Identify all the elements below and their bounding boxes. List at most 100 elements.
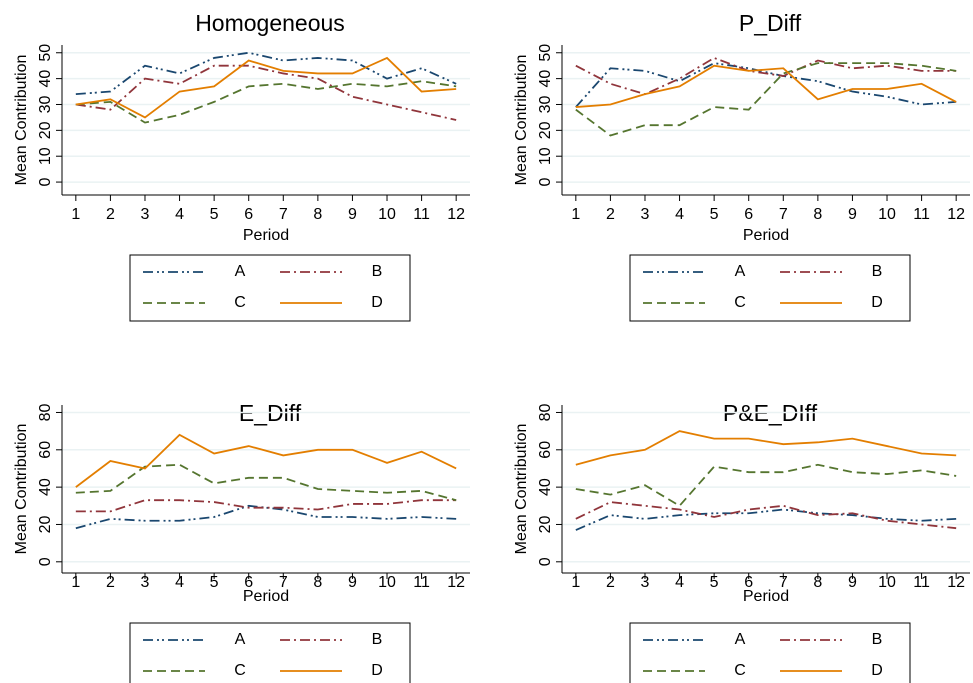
x-tick-label: 9	[348, 206, 357, 223]
legend-label: B	[372, 263, 383, 280]
x-tick-label: 4	[675, 206, 684, 223]
x-tick-label: 8	[813, 574, 822, 591]
x-tick-label: 11	[413, 206, 430, 223]
y-tick-label: 20	[537, 121, 554, 139]
chart-title: Homogeneous	[195, 10, 345, 36]
y-tick-label: 0	[37, 557, 54, 566]
series-line	[575, 64, 957, 108]
series-line	[575, 430, 957, 466]
legend-label: A	[735, 263, 746, 280]
x-tick-label: 2	[106, 206, 115, 223]
series-line	[575, 463, 957, 507]
y-tick-label: 60	[37, 441, 54, 459]
y-tick-label: 0	[537, 178, 554, 187]
y-tick-label: 20	[37, 121, 54, 139]
x-tick-label: 1	[571, 206, 580, 223]
x-tick-label: 3	[641, 206, 650, 223]
x-axis-label: Period	[243, 588, 289, 605]
x-tick-label: 12	[947, 574, 965, 591]
x-tick-label: 9	[848, 574, 857, 591]
y-tick-label: 60	[537, 441, 554, 459]
series-line	[75, 433, 457, 488]
x-tick-label: 5	[210, 574, 219, 591]
series-line	[75, 64, 457, 121]
x-tick-label: 2	[606, 574, 615, 591]
x-tick-label: 3	[141, 206, 150, 223]
legend-label: B	[872, 631, 883, 648]
x-tick-label: 5	[710, 206, 719, 223]
x-tick-label: 4	[175, 574, 184, 591]
x-tick-label: 12	[447, 574, 465, 591]
series-line	[75, 504, 457, 530]
series-line	[75, 463, 457, 502]
x-tick-label: 7	[279, 574, 288, 591]
x-tick-label: 11	[913, 206, 930, 223]
legend-label: B	[872, 263, 883, 280]
x-tick-label: 6	[244, 206, 253, 223]
x-tick-label: 6	[744, 206, 753, 223]
y-tick-label: 40	[537, 70, 554, 88]
x-axis-label: Period	[243, 227, 289, 244]
x-tick-label: 12	[447, 206, 465, 223]
y-tick-label: 20	[537, 515, 554, 533]
legend-box	[629, 254, 911, 322]
series-line	[75, 499, 457, 513]
x-tick-label: 7	[779, 574, 788, 591]
y-tick-label: 0	[537, 557, 554, 566]
legend-box	[129, 254, 411, 322]
y-tick-label: 40	[537, 478, 554, 496]
series-line	[575, 501, 957, 530]
legend-label: A	[735, 631, 746, 648]
y-tick-label: 0	[37, 178, 54, 187]
x-tick-label: 3	[141, 574, 150, 591]
x-tick-label: 4	[175, 206, 184, 223]
series-line	[575, 56, 957, 96]
x-tick-label: 11	[913, 574, 930, 591]
x-tick-label: 5	[210, 206, 219, 223]
x-tick-label: 7	[779, 206, 788, 223]
y-tick-label: 80	[37, 403, 54, 421]
x-tick-label: 2	[106, 574, 115, 591]
x-tick-label: 10	[878, 206, 896, 223]
series-line	[75, 51, 457, 96]
x-tick-label: 9	[348, 574, 357, 591]
chart-title: P_Diff	[739, 10, 802, 36]
legend-label: D	[371, 294, 383, 311]
x-tick-label: 3	[641, 574, 650, 591]
legend-box	[129, 622, 411, 683]
legend-label: C	[234, 294, 246, 311]
series-line	[75, 80, 457, 124]
x-tick-label: 10	[878, 574, 896, 591]
x-tick-label: 6	[244, 574, 253, 591]
x-tick-label: 5	[710, 574, 719, 591]
legend-label: C	[734, 294, 746, 311]
y-tick-label: 50	[537, 44, 554, 62]
x-tick-label: 10	[378, 574, 396, 591]
y-axis-label: Mean Contribution	[13, 55, 30, 186]
x-tick-label: 8	[313, 206, 322, 223]
y-axis-label: Mean Contribution	[513, 55, 530, 186]
y-tick-label: 30	[37, 95, 54, 113]
x-tick-label: 6	[744, 574, 753, 591]
x-tick-label: 9	[848, 206, 857, 223]
y-tick-label: 10	[37, 147, 54, 165]
series-line	[575, 62, 957, 137]
y-tick-label: 30	[537, 95, 554, 113]
legend-label: A	[235, 263, 246, 280]
series-line	[75, 56, 457, 119]
x-tick-label: 8	[313, 574, 322, 591]
x-axis-label: Period	[743, 227, 789, 244]
legend-label: B	[372, 631, 383, 648]
x-tick-label: 7	[279, 206, 288, 223]
y-tick-label: 40	[37, 70, 54, 88]
legend-label: D	[871, 294, 883, 311]
x-tick-label: 1	[71, 206, 80, 223]
x-tick-label: 1	[71, 574, 80, 591]
legend-label: D	[371, 662, 383, 679]
x-tick-label: 12	[947, 206, 965, 223]
